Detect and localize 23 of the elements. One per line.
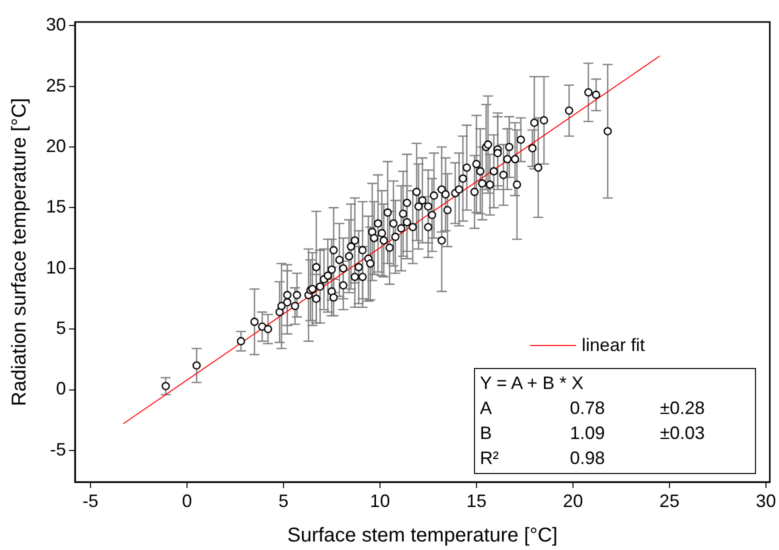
x-tick-label: -5 — [82, 490, 98, 511]
x-tick-label: 20 — [562, 490, 583, 511]
y-tick-label: 15 — [46, 196, 66, 217]
y-tick-label: 30 — [46, 14, 66, 35]
x-tick-label: 5 — [278, 490, 288, 511]
y-tick-label: 25 — [46, 75, 66, 96]
text: B 1.09 ±0.03 — [480, 423, 705, 443]
y-axis-title: Radiation surface temperature [°C] — [8, 98, 31, 406]
text: A 0.78 ±0.28 — [480, 398, 705, 418]
x-tick-label: 15 — [466, 490, 486, 511]
x-tick-label: 30 — [756, 490, 776, 511]
text: R² 0.98 — [480, 448, 605, 468]
y-tick-label: -5 — [50, 439, 66, 460]
annotation: Y = A + B * X — [480, 372, 585, 395]
y-tick-label: 10 — [46, 257, 66, 278]
y-tick-label: 5 — [56, 318, 66, 338]
x-tick-label: 25 — [659, 490, 680, 511]
y-tick-label: 20 — [46, 136, 66, 156]
x-axis-title: Surface stem temperature [°C] — [287, 524, 558, 547]
x-tick-label: 10 — [370, 490, 390, 511]
y-tick-label: 0 — [56, 378, 66, 399]
x-tick-label: 0 — [182, 490, 192, 511]
legend-label: linear fit — [582, 335, 645, 356]
